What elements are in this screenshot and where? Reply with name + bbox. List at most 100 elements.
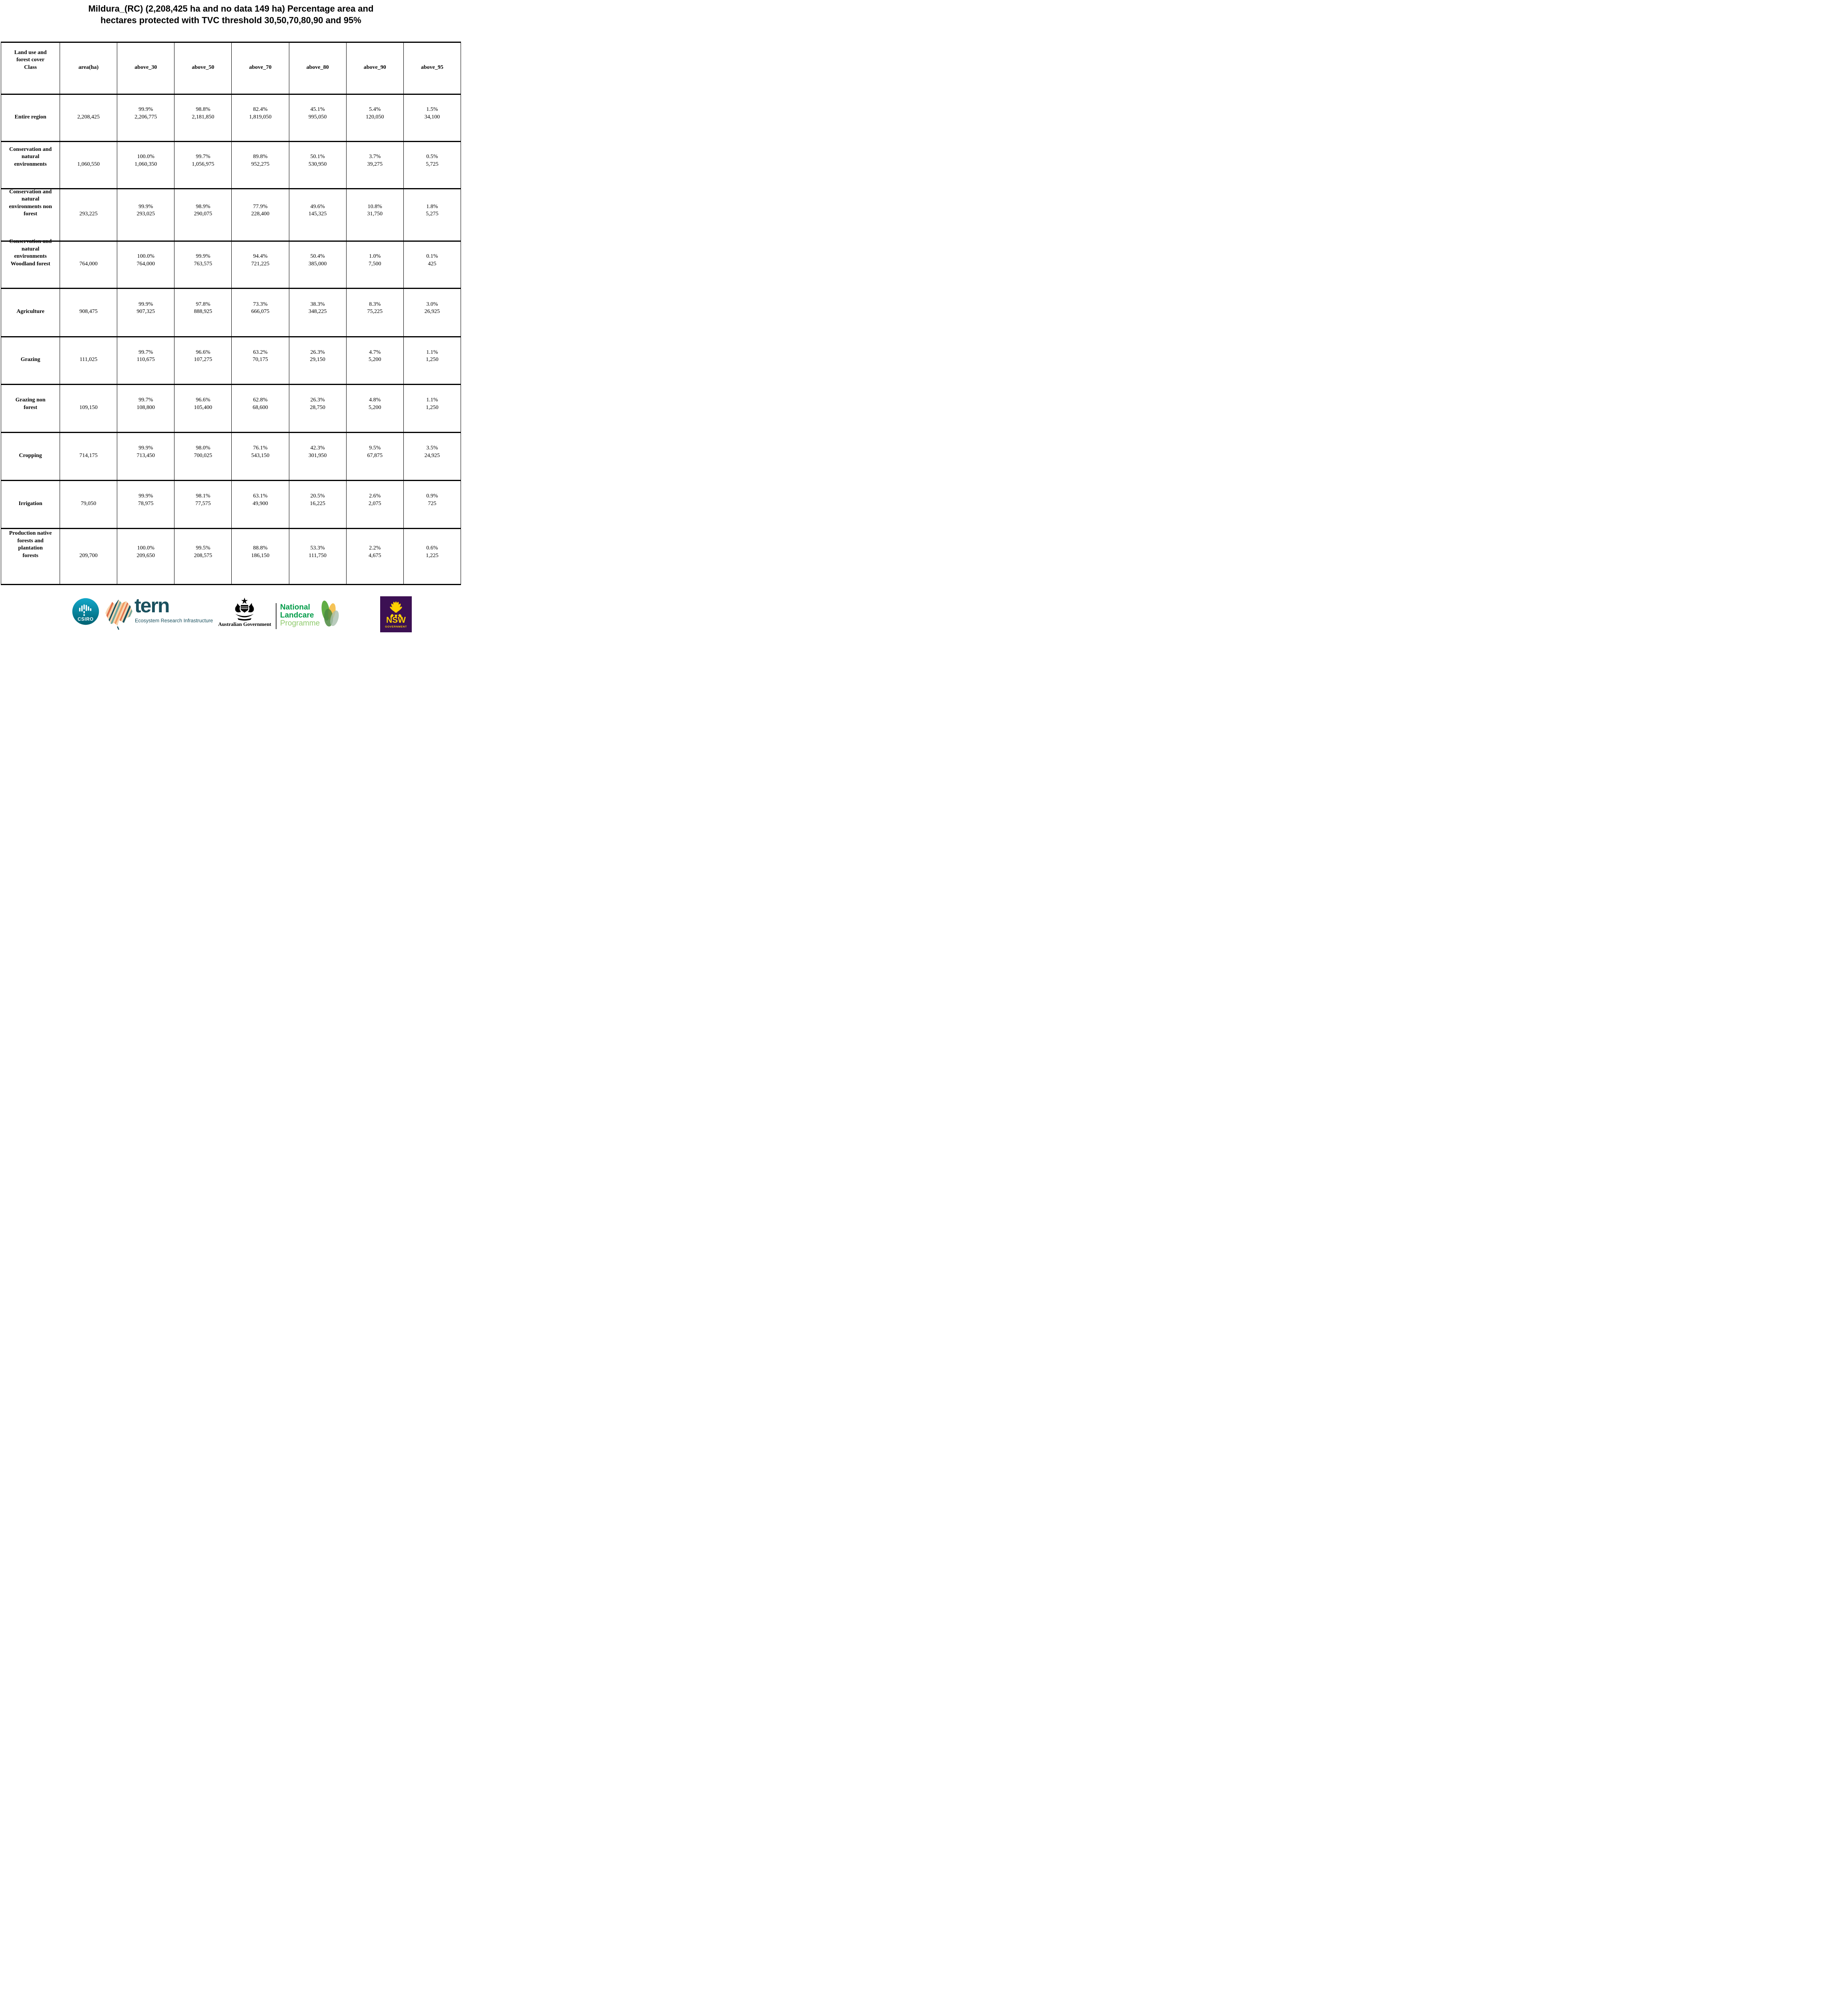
threshold-value-box: 99.9% 763,575 [175, 253, 230, 268]
threshold-cell: 1.0% 7,500 [346, 241, 404, 289]
row-label: Entire region [14, 114, 46, 120]
area-value-box: 293,225 [61, 211, 116, 218]
column-header-above-50: above_50 [174, 42, 232, 94]
hectares-value: 105,400 [194, 404, 212, 411]
threshold-value-box: 99.7% 108,800 [118, 397, 173, 411]
threshold-cell: 100.0% 1,060,350 [117, 141, 174, 189]
percent-value: 26.3% [310, 397, 325, 403]
percent-value: 99.9% [138, 106, 153, 113]
hectares-value: 425 [428, 261, 437, 267]
tern-australia-map-icon [105, 599, 133, 630]
threshold-cell: 53.3% 111,750 [289, 528, 347, 585]
threshold-cell: 50.4% 385,000 [289, 241, 347, 289]
row-label: Conservation and natural environments no… [9, 188, 52, 217]
hectares-value: 209,650 [136, 552, 155, 559]
landcare-line-3: Programme [280, 619, 320, 628]
threshold-value-box: 0.5% 5,725 [405, 153, 460, 168]
hectares-value: 1,060,350 [134, 161, 157, 167]
title-line-2: hectares protected with TVC threshold 30… [100, 15, 361, 25]
percent-value: 20.5% [310, 493, 325, 499]
threshold-value-box: 3.0% 26,925 [405, 301, 460, 316]
area-cell: 714,175 [60, 432, 117, 481]
threshold-value-box: 45.1% 995,050 [290, 106, 345, 121]
threshold-value-box: 4.8% 5,200 [347, 397, 403, 411]
threshold-value-box: 1.1% 1,250 [405, 349, 460, 364]
threshold-value-box: 5.4% 120,050 [347, 106, 403, 121]
area-cell: 209,700 [60, 528, 117, 585]
percent-value: 100.0% [137, 253, 154, 260]
column-header-label: Land use and forest cover Class [14, 49, 47, 70]
threshold-value-box: 99.9% 713,450 [118, 445, 173, 459]
hectares-value: 28,750 [310, 404, 325, 411]
threshold-cell: 99.5% 208,575 [174, 528, 232, 585]
percent-value: 10.8% [367, 203, 382, 210]
row-label-cell: Production native forests and plantation… [0, 528, 60, 585]
hectares-value: 70,175 [253, 357, 268, 363]
area-value: 2,208,425 [77, 114, 100, 120]
hectares-value: 2,181,850 [192, 114, 214, 120]
percent-value: 99.9% [138, 301, 153, 307]
area-value-box: 79,050 [61, 500, 116, 507]
percent-value: 99.9% [138, 445, 153, 451]
hectares-value: 764,000 [136, 261, 155, 267]
threshold-cell: 73.3% 666,075 [231, 288, 289, 337]
table-row: Grazing 111,025 99.7% 110,675 96.6% 107,275 63… [0, 337, 461, 385]
area-value: 79,050 [80, 500, 96, 507]
percent-value: 4.7% [369, 349, 381, 355]
percent-value: 98.1% [196, 493, 210, 499]
threshold-cell: 100.0% 209,650 [117, 528, 174, 585]
hectares-value: 67,875 [367, 452, 383, 459]
percent-value: 2.2% [369, 545, 381, 551]
hectares-value: 952,275 [251, 161, 270, 167]
percent-value: 1.1% [426, 397, 438, 403]
threshold-cell: 4.8% 5,200 [346, 384, 404, 433]
row-label-cell: Entire region [0, 94, 60, 142]
hectares-value: 700,025 [194, 452, 212, 459]
hectares-value: 39,275 [367, 161, 383, 167]
threshold-value-box: 4.7% 5,200 [347, 349, 403, 364]
threshold-cell: 4.7% 5,200 [346, 337, 404, 385]
area-value-box: 714,175 [61, 452, 116, 459]
percent-value: 97.8% [196, 301, 210, 307]
column-header-label: above_95 [421, 64, 443, 70]
threshold-cell: 98.0% 700,025 [174, 432, 232, 481]
percent-value: 2.6% [369, 493, 381, 499]
area-value-box: 2,208,425 [61, 114, 116, 121]
threshold-cell: 99.9% 713,450 [117, 432, 174, 481]
threshold-value-box: 98.1% 77,575 [175, 493, 230, 507]
nsw-waratah-icon [390, 602, 402, 618]
hectares-value: 1,250 [426, 357, 439, 363]
threshold-cell: 98.9% 290,075 [174, 188, 232, 241]
hectares-value: 725 [428, 500, 437, 507]
threshold-value-box: 63.2% 70,175 [233, 349, 288, 364]
report-page: Mildura_(RC) (2,208,425 ha and no data 1… [0, 0, 462, 632]
tvc-protection-table: Land use and forest cover Class area(ha)… [0, 42, 461, 585]
threshold-value-box: 62.8% 68,600 [233, 397, 288, 411]
hectares-value: 49,900 [253, 500, 268, 507]
column-header-area: area(ha) [60, 42, 117, 94]
hectares-value: 995,050 [308, 114, 327, 120]
hectares-value: 111,750 [309, 552, 327, 559]
threshold-value-box: 96.6% 105,400 [175, 397, 230, 411]
threshold-cell: 82.4% 1,819,050 [231, 94, 289, 142]
column-header-class: Land use and forest cover Class [0, 42, 60, 94]
table-row: Cropping 714,175 99.9% 713,450 98.0% 700,025 7… [0, 432, 461, 481]
threshold-cell: 98.8% 2,181,850 [174, 94, 232, 142]
hectares-value: 228,400 [251, 211, 270, 217]
hectares-value: 2,075 [368, 500, 381, 507]
column-header-label: above_30 [134, 64, 157, 70]
hectares-value: 145,325 [308, 211, 327, 217]
area-value: 908,475 [79, 309, 98, 315]
threshold-cell: 2.6% 2,075 [346, 480, 404, 529]
row-label-cell: Conservation and natural environments Wo… [0, 239, 60, 289]
percent-value: 3.5% [426, 445, 438, 451]
percent-value: 99.5% [196, 545, 210, 551]
percent-value: 99.9% [196, 253, 210, 260]
table-row: Conservation and natural environments Wo… [0, 239, 461, 289]
hectares-value: 1,250 [426, 404, 439, 411]
threshold-cell: 3.7% 39,275 [346, 141, 404, 189]
area-value: 764,000 [79, 261, 98, 267]
threshold-cell: 1.5% 34,100 [403, 94, 461, 142]
threshold-value-box: 99.9% 78,975 [118, 493, 173, 507]
threshold-value-box: 3.5% 24,925 [405, 445, 460, 459]
